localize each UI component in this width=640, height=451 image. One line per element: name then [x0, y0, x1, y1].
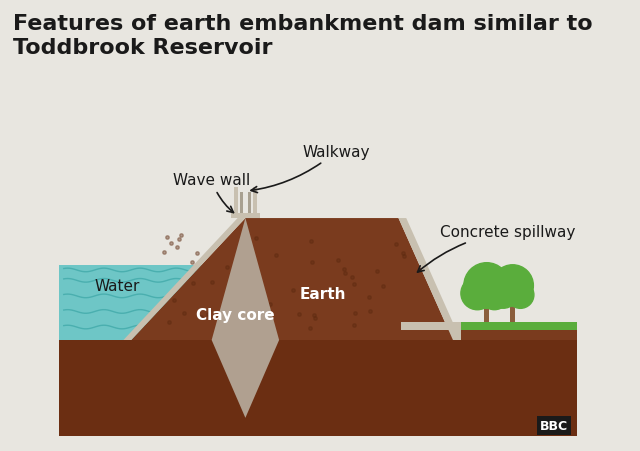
Text: Features of earth embankment dam similar to
Toddbrook Reservoir: Features of earth embankment dam similar… [13, 14, 593, 58]
Polygon shape [212, 219, 279, 418]
Bar [240, 192, 243, 214]
Polygon shape [399, 219, 461, 340]
Text: Wave wall: Wave wall [173, 173, 250, 213]
Bar [248, 192, 251, 214]
Text: Walkway: Walkway [251, 144, 370, 193]
Circle shape [464, 263, 509, 308]
Bar [484, 295, 489, 322]
Polygon shape [131, 219, 453, 340]
Circle shape [479, 281, 509, 310]
Circle shape [488, 279, 518, 308]
Bar [231, 214, 260, 219]
Polygon shape [59, 340, 577, 436]
Polygon shape [59, 265, 222, 340]
Bar [234, 188, 238, 214]
Circle shape [507, 282, 534, 308]
Text: Water: Water [95, 278, 140, 293]
Polygon shape [124, 219, 245, 340]
Text: Clay core: Clay core [196, 307, 275, 322]
Bar [510, 295, 515, 322]
Circle shape [461, 277, 494, 310]
Bar [253, 188, 257, 214]
Circle shape [492, 265, 533, 307]
Text: Earth: Earth [300, 286, 346, 301]
Text: BBC: BBC [540, 419, 568, 432]
Polygon shape [401, 330, 577, 340]
Polygon shape [401, 322, 461, 340]
Text: Concrete spillway: Concrete spillway [417, 225, 575, 272]
Polygon shape [401, 322, 577, 330]
